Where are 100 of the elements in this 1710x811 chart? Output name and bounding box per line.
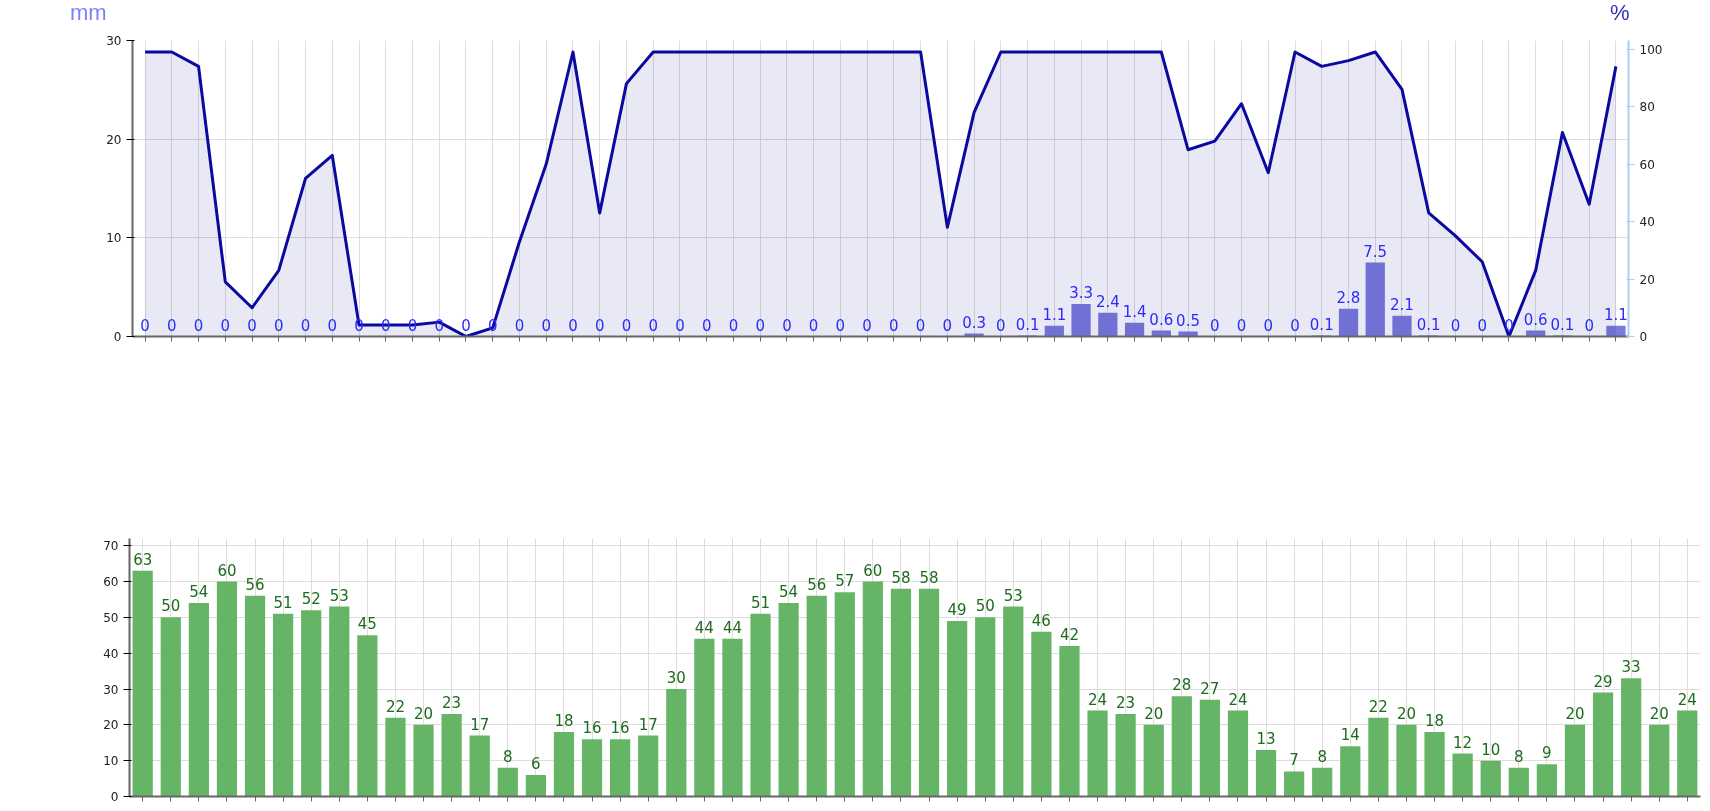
data-label: 23 <box>442 694 462 713</box>
data-label: 33 <box>1621 658 1641 677</box>
data-label: 9 <box>1542 744 1552 763</box>
y-tick-label: 50 <box>103 610 119 625</box>
data-label: 53 <box>1003 586 1023 605</box>
data-label: 24 <box>1088 690 1108 709</box>
data-label: 17 <box>638 715 658 734</box>
data-label: 52 <box>301 590 321 609</box>
y2-tick-label: 40 <box>1639 215 1655 230</box>
data-label: 24 <box>1677 690 1697 709</box>
data-label: 3.3 <box>1069 283 1093 302</box>
data-label: 0.3 <box>962 313 987 332</box>
data-label: 0 <box>755 316 765 335</box>
data-label: 0.6 <box>1523 310 1548 329</box>
data-label: 60 <box>863 561 883 580</box>
data-label: 0 <box>300 316 311 335</box>
data-label: 8 <box>503 747 513 766</box>
data-label: 45 <box>357 615 377 634</box>
data-label: 0 <box>1210 316 1220 335</box>
data-label: 0 <box>274 316 284 335</box>
data-label: 0 <box>1450 316 1461 335</box>
data-label: 0 <box>915 316 926 335</box>
data-label: 46 <box>1031 611 1051 630</box>
y2-tick-label: 80 <box>1639 100 1655 115</box>
data-label: 10 <box>1481 740 1501 759</box>
data-label: 0.1 <box>1550 315 1575 334</box>
data-label: 49 <box>947 600 967 619</box>
data-label: 6 <box>531 755 541 773</box>
y-tick-label: 10 <box>103 754 119 769</box>
data-label: 0 <box>487 316 498 335</box>
data-label: 0 <box>1290 316 1300 335</box>
data-label: 0 <box>461 316 471 335</box>
data-label: 23 <box>1116 694 1136 713</box>
data-label: 2.1 <box>1390 295 1414 314</box>
data-label: 0 <box>862 316 872 335</box>
data-label: 29 <box>1593 672 1613 691</box>
data-label: 7.5 <box>1363 242 1388 261</box>
data-label: 63 <box>133 550 153 569</box>
data-label: 0.1 <box>1015 315 1040 334</box>
data-label: 0 <box>541 316 551 335</box>
y-tick-label: 10 <box>106 231 122 246</box>
y2-axis-title: % <box>1610 0 1630 26</box>
data-label: 0 <box>1263 316 1274 335</box>
y2-tick-label: 100 <box>1639 42 1663 57</box>
data-label: 16 <box>582 719 602 738</box>
data-label: 0 <box>648 316 658 335</box>
y-tick-label: 30 <box>103 682 119 697</box>
data-label: 24 <box>1228 690 1248 709</box>
data-label: 1.1 <box>1042 305 1067 324</box>
data-label: 22 <box>385 697 405 716</box>
y-tick-label: 60 <box>103 575 119 589</box>
data-label: 30 <box>666 669 686 687</box>
data-label: 18 <box>554 712 574 730</box>
y-tick-label: 20 <box>103 718 119 733</box>
data-label: 7 <box>1289 751 1299 770</box>
data-label: 44 <box>694 618 714 637</box>
data-label: 22 <box>1368 697 1388 716</box>
data-label: 0.1 <box>1416 315 1441 334</box>
data-label: 0 <box>327 316 338 335</box>
data-label: 0 <box>889 316 899 335</box>
data-label: 2.4 <box>1095 292 1120 311</box>
data-label: 13 <box>1256 729 1276 748</box>
data-label: 20 <box>413 704 434 723</box>
data-label: 0 <box>140 316 150 335</box>
y-tick-label: 30 <box>106 34 122 48</box>
data-label: 0 <box>1477 316 1487 335</box>
data-label: 0 <box>220 316 231 335</box>
data-label: 0 <box>247 316 257 335</box>
y-tick-label: 20 <box>106 132 122 147</box>
data-label: 20 <box>1649 704 1669 723</box>
data-label: 0.6 <box>1149 310 1174 329</box>
data-label: 16 <box>610 719 630 738</box>
data-label: 0 <box>621 316 632 335</box>
data-label: 0 <box>1236 316 1247 335</box>
data-label: 14 <box>1340 726 1360 745</box>
data-label: 51 <box>751 593 771 612</box>
data-label: 0 <box>514 316 525 335</box>
data-label: 0 <box>808 316 819 335</box>
data-label: 8 <box>1317 747 1327 766</box>
data-label: 51 <box>273 593 293 612</box>
data-label: 0 <box>782 316 792 335</box>
y-tick-label: 40 <box>103 646 119 661</box>
data-label: 20 <box>1396 704 1417 723</box>
y2-tick-label: 0 <box>1639 330 1648 344</box>
data-label: 42 <box>1059 626 1080 644</box>
data-label: 0 <box>1584 316 1594 335</box>
data-label: 0 <box>728 316 739 335</box>
data-label: 20 <box>1565 704 1585 723</box>
data-label: 0 <box>568 316 578 335</box>
y-tick-label: 0 <box>110 790 119 804</box>
y-tick-label: 70 <box>103 539 119 554</box>
data-label: 58 <box>919 568 939 587</box>
data-label: 53 <box>329 586 349 605</box>
data-label: 50 <box>161 597 181 616</box>
data-label: 0 <box>942 316 953 335</box>
data-label: 18 <box>1425 712 1445 730</box>
data-label: 57 <box>835 572 855 591</box>
data-label: 0 <box>996 316 1006 335</box>
data-label: 17 <box>470 715 490 734</box>
data-label: 54 <box>189 583 209 601</box>
